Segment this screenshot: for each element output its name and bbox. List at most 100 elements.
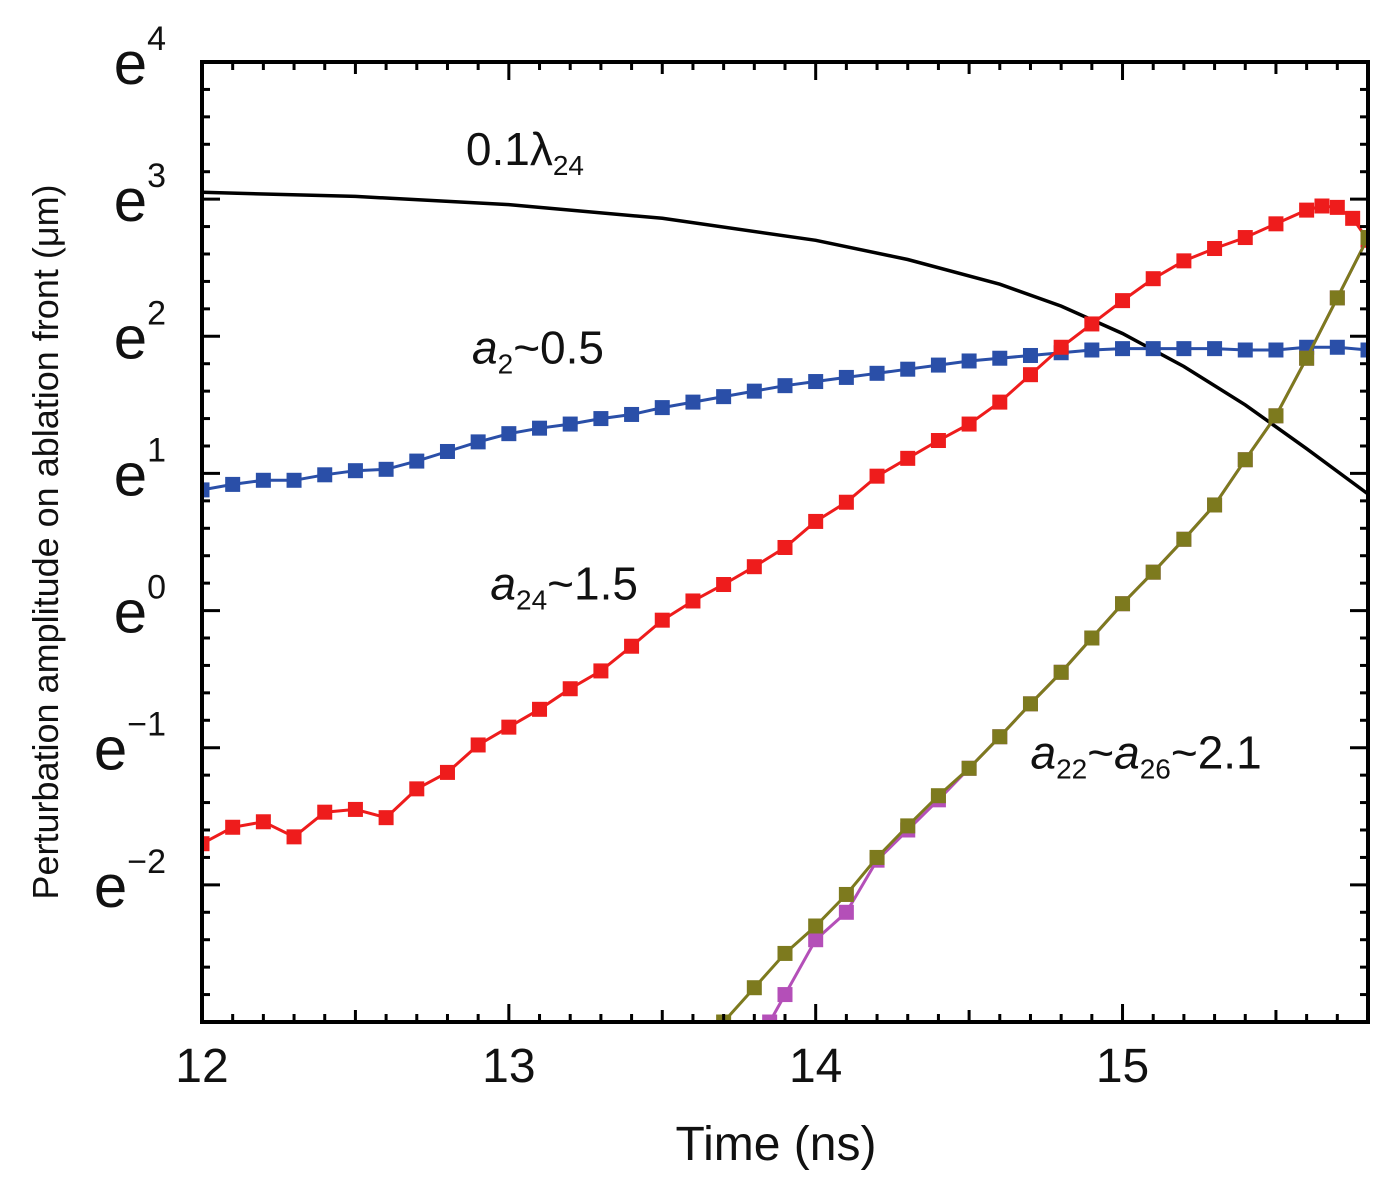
data-point-a2: [992, 350, 1008, 366]
data-point-a2: [1084, 342, 1100, 358]
data-point-a2: [1145, 341, 1161, 357]
data-point-a22: [808, 918, 824, 934]
data-point-a24: [1145, 271, 1161, 287]
wavelength-annotation: 0.1λ24: [466, 123, 584, 181]
data-point-a26: [838, 904, 854, 920]
y-tick-label: e2: [114, 294, 166, 371]
data-point-a24: [654, 612, 670, 628]
data-point-a22: [1360, 230, 1368, 246]
data-point-a24: [409, 781, 425, 797]
data-point-a24: [992, 394, 1008, 410]
data-point-a24: [869, 468, 885, 484]
data-point-a24: [562, 681, 578, 697]
y-tick-label: e−2: [94, 843, 166, 920]
ticks-layer: [200, 60, 1370, 1024]
data-point-a24: [624, 638, 640, 654]
y-tick-label: e1: [114, 431, 166, 508]
data-point-a24: [961, 416, 977, 432]
data-point-a22: [1053, 664, 1069, 680]
data-point-a24: [202, 836, 210, 852]
data-point-a24: [1115, 293, 1131, 309]
data-point-a2: [562, 416, 578, 432]
data-point-a24: [1237, 230, 1253, 246]
data-point-a22: [961, 760, 977, 776]
data-point-a22: [1207, 497, 1223, 513]
data-point-a22: [838, 886, 854, 902]
data-point-a24: [439, 764, 455, 780]
data-point-a22: [746, 980, 762, 996]
data-point-a24: [347, 801, 363, 817]
data-point-a22: [930, 788, 946, 804]
data-point-a24: [1176, 253, 1192, 269]
series-a24: [202, 198, 1368, 852]
data-point-a22: [900, 818, 916, 834]
y-axis-title: Perturbation amplitude on ablation front…: [25, 184, 66, 899]
data-point-a24: [777, 539, 793, 555]
data-point-a22: [1145, 564, 1161, 580]
data-point-a2: [1268, 342, 1284, 358]
data-point-a22: [1115, 596, 1131, 612]
data-point-a22: [869, 849, 885, 865]
data-point-a2: [624, 406, 640, 422]
data-point-a22: [777, 945, 793, 961]
series-a2: [202, 339, 1368, 498]
mode22-26-annotation: a22~a26~2.1: [1030, 726, 1261, 784]
data-point-a22: [992, 729, 1008, 745]
y-tick-label: e3: [114, 157, 166, 234]
data-point-a24: [1207, 241, 1223, 257]
data-point-a24: [317, 804, 333, 820]
data-point-a22: [1022, 696, 1038, 712]
data-point-a22: [1176, 531, 1192, 547]
data-point-a24: [1268, 216, 1284, 232]
data-point-a22: [1299, 350, 1315, 366]
data-point-a2: [501, 426, 517, 442]
x-tick-label: 13: [482, 1040, 535, 1093]
series-lambda24: [202, 190, 1368, 496]
data-point-a2: [716, 389, 732, 405]
data-point-a2: [1176, 341, 1192, 357]
data-point-a2: [470, 434, 486, 450]
data-point-a2: [777, 378, 793, 394]
data-point-a2: [869, 365, 885, 381]
data-point-a2: [1237, 342, 1253, 358]
data-point-a24: [1314, 198, 1330, 214]
data-point-a2: [961, 353, 977, 369]
x-tick-label: 15: [1096, 1040, 1149, 1093]
data-point-a2: [347, 463, 363, 479]
data-point-a26: [777, 987, 793, 1003]
data-point-a2: [746, 383, 762, 399]
data-point-a2: [900, 361, 916, 377]
data-point-a22: [1268, 408, 1284, 424]
data-point-a22: [1084, 630, 1100, 646]
data-point-a26: [808, 932, 824, 948]
y-tick-label: e−1: [94, 706, 166, 783]
data-point-a24: [501, 719, 517, 735]
series-line-a22: [722, 236, 1368, 1022]
data-point-a24: [286, 829, 302, 845]
data-point-a22: [1237, 452, 1253, 468]
data-point-a2: [378, 461, 394, 477]
data-point-a2: [225, 476, 241, 492]
data-point-a24: [808, 513, 824, 529]
series-line-a2: [202, 345, 1368, 492]
data-point-a2: [409, 453, 425, 469]
mode24-annotation: a24~1.5: [490, 558, 638, 616]
data-point-a24: [1022, 367, 1038, 383]
data-point-a2: [838, 369, 854, 385]
data-point-a2: [439, 443, 455, 459]
series-a22: [716, 230, 1368, 1022]
data-point-a26: [762, 1014, 778, 1022]
data-point-a2: [930, 357, 946, 373]
data-point-a2: [654, 400, 670, 416]
data-point-a24: [532, 701, 548, 717]
data-point-a24: [225, 819, 241, 835]
data-point-a24: [1053, 339, 1069, 355]
data-point-a24: [900, 450, 916, 466]
data-point-a24: [1345, 210, 1361, 226]
data-point-a24: [930, 433, 946, 449]
y-tick-label: e0: [114, 569, 166, 646]
data-point-a2: [685, 394, 701, 410]
data-point-a24: [716, 577, 732, 593]
mode2-annotation: a2~0.5: [472, 322, 604, 380]
data-point-a2: [202, 482, 210, 498]
